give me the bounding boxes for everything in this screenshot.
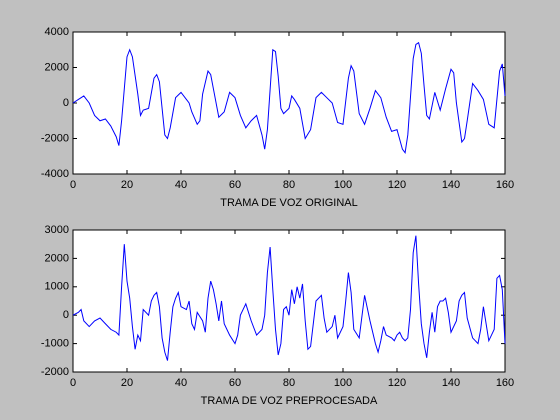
- x-axis-label: TRAMA DE VOZ ORIGINAL: [220, 197, 358, 209]
- y-tick-label: -2000: [41, 366, 69, 378]
- y-tick-label: -4000: [41, 168, 69, 180]
- x-tick-label: 60: [229, 377, 241, 389]
- x-tick-label: 40: [175, 377, 187, 389]
- y-tick-label: -2000: [41, 132, 69, 144]
- axes-background: [72, 229, 506, 373]
- x-tick-label: 100: [334, 179, 352, 191]
- x-tick-label: 140: [442, 377, 460, 389]
- y-tick-label: 0: [63, 97, 69, 109]
- x-tick-label: 120: [388, 179, 406, 191]
- y-tick-label: 0: [63, 309, 69, 321]
- x-tick-label: 160: [496, 179, 514, 191]
- x-tick-label: 140: [442, 179, 460, 191]
- x-tick-label: 0: [70, 377, 76, 389]
- x-tick-label: 100: [334, 377, 352, 389]
- y-tick-label: 2000: [45, 61, 69, 73]
- x-tick-label: 80: [283, 179, 295, 191]
- y-tick-label: -1000: [41, 338, 69, 350]
- y-tick-label: 3000: [45, 224, 69, 236]
- x-tick-label: 60: [229, 179, 241, 191]
- x-tick-label: 40: [175, 179, 187, 191]
- x-tick-label: 20: [121, 377, 133, 389]
- x-tick-label: 20: [121, 179, 133, 191]
- x-tick-label: 0: [70, 179, 76, 191]
- y-tick-label: 4000: [45, 26, 69, 38]
- signal-line: [72, 41, 506, 154]
- y-tick-label: 2000: [45, 252, 69, 264]
- axes-background: [72, 31, 506, 175]
- x-tick-label: 120: [388, 377, 406, 389]
- x-tick-label: 80: [283, 377, 295, 389]
- x-tick-label: 160: [496, 377, 514, 389]
- x-axis-label: TRAMA DE VOZ PREPROCESADA: [201, 395, 378, 407]
- y-tick-label: 1000: [45, 281, 69, 293]
- signal-line: [72, 235, 506, 361]
